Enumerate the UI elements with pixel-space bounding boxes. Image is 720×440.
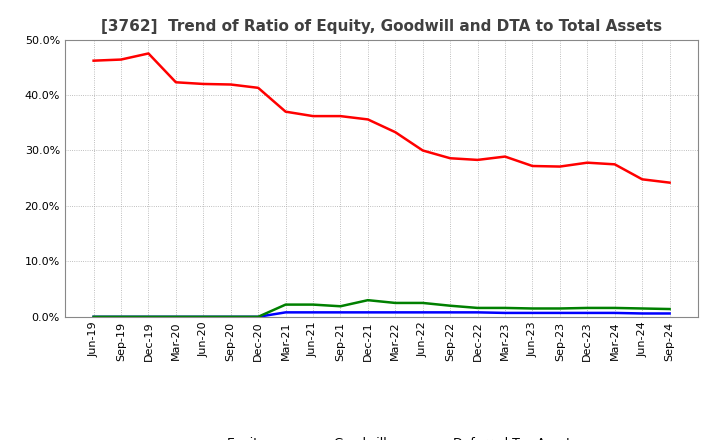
Equity: [309, 114, 318, 119]
Equity: [611, 161, 619, 167]
Goodwill: [583, 310, 592, 315]
Goodwill: [282, 310, 290, 315]
Equity: [500, 154, 509, 159]
Goodwill: [473, 310, 482, 315]
Deferred Tax Assets: [254, 314, 263, 319]
Equity: [556, 164, 564, 169]
Goodwill: [391, 310, 400, 315]
Deferred Tax Assets: [282, 302, 290, 307]
Deferred Tax Assets: [309, 302, 318, 307]
Deferred Tax Assets: [665, 306, 674, 312]
Deferred Tax Assets: [199, 314, 207, 319]
Deferred Tax Assets: [638, 306, 647, 311]
Deferred Tax Assets: [418, 300, 427, 305]
Line: Equity: Equity: [94, 53, 670, 183]
Deferred Tax Assets: [611, 305, 619, 311]
Deferred Tax Assets: [528, 306, 537, 311]
Equity: [171, 80, 180, 85]
Line: Deferred Tax Assets: Deferred Tax Assets: [94, 300, 670, 317]
Equity: [89, 58, 98, 63]
Title: [3762]  Trend of Ratio of Equity, Goodwill and DTA to Total Assets: [3762] Trend of Ratio of Equity, Goodwil…: [101, 19, 662, 34]
Deferred Tax Assets: [364, 297, 372, 303]
Equity: [446, 156, 454, 161]
Deferred Tax Assets: [391, 300, 400, 305]
Deferred Tax Assets: [226, 314, 235, 319]
Goodwill: [309, 310, 318, 315]
Goodwill: [199, 314, 207, 319]
Goodwill: [418, 310, 427, 315]
Deferred Tax Assets: [171, 314, 180, 319]
Goodwill: [446, 310, 454, 315]
Equity: [583, 160, 592, 165]
Equity: [391, 129, 400, 135]
Equity: [117, 57, 125, 62]
Equity: [144, 51, 153, 56]
Goodwill: [638, 311, 647, 316]
Goodwill: [171, 314, 180, 319]
Deferred Tax Assets: [117, 314, 125, 319]
Goodwill: [528, 310, 537, 315]
Equity: [199, 81, 207, 87]
Goodwill: [556, 310, 564, 315]
Goodwill: [665, 311, 674, 316]
Equity: [665, 180, 674, 185]
Goodwill: [364, 310, 372, 315]
Goodwill: [254, 314, 263, 319]
Equity: [418, 148, 427, 153]
Deferred Tax Assets: [446, 303, 454, 308]
Equity: [336, 114, 345, 119]
Deferred Tax Assets: [583, 305, 592, 311]
Deferred Tax Assets: [144, 314, 153, 319]
Deferred Tax Assets: [336, 304, 345, 309]
Deferred Tax Assets: [556, 306, 564, 311]
Goodwill: [89, 314, 98, 319]
Equity: [282, 109, 290, 114]
Equity: [638, 177, 647, 182]
Goodwill: [144, 314, 153, 319]
Equity: [226, 82, 235, 87]
Goodwill: [226, 314, 235, 319]
Equity: [254, 85, 263, 91]
Goodwill: [611, 310, 619, 315]
Goodwill: [500, 310, 509, 315]
Equity: [528, 163, 537, 169]
Goodwill: [117, 314, 125, 319]
Legend: Equity, Goodwill, Deferred Tax Assets: Equity, Goodwill, Deferred Tax Assets: [181, 432, 582, 440]
Deferred Tax Assets: [89, 314, 98, 319]
Deferred Tax Assets: [500, 305, 509, 311]
Goodwill: [336, 310, 345, 315]
Deferred Tax Assets: [473, 305, 482, 311]
Line: Goodwill: Goodwill: [94, 312, 670, 317]
Equity: [473, 157, 482, 162]
Equity: [364, 117, 372, 122]
